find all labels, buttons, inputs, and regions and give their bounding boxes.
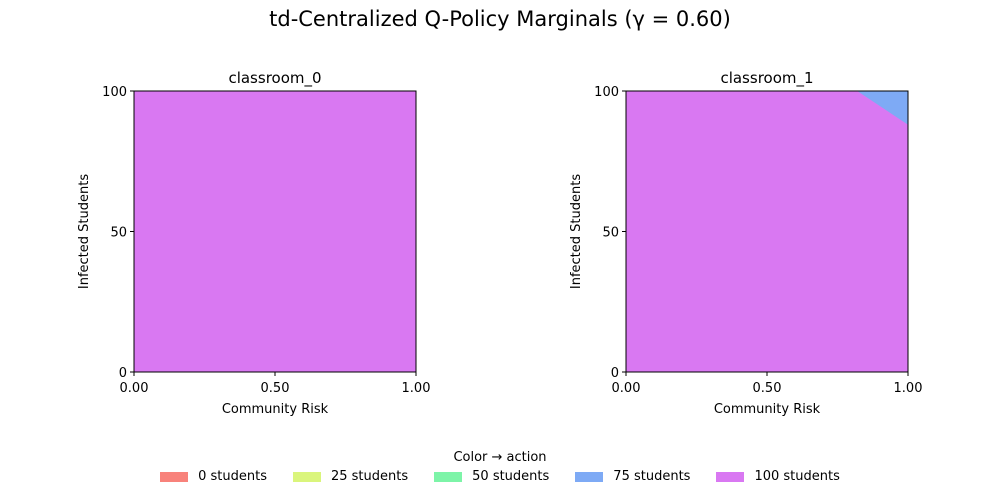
legend-label: 0 students (198, 469, 267, 484)
policy-region-1 (857, 91, 908, 125)
legend-item: 50 students (434, 469, 549, 484)
y-axis-label: Infected Students (77, 174, 92, 289)
legend-items: 0 students 25 students 50 students 75 stude… (0, 469, 1000, 484)
panel-1: classroom_1 0.00 0.50 1.00 0 50 100 Community R… (569, 69, 922, 417)
legend-label: 50 students (472, 469, 550, 484)
panel-0: classroom_0 0.00 0.50 1.00 0 50 100 Community R… (77, 69, 430, 417)
legend-item: 100 students (716, 469, 840, 484)
legend-label: 75 students (613, 469, 691, 484)
x-tick-label: 0.50 (753, 381, 782, 396)
legend-item: 25 students (292, 469, 409, 484)
x-tick-label: 1.00 (402, 381, 431, 396)
x-axis-label: Community Risk (714, 402, 821, 417)
legend: Color → action 0 students 25 students 50 s… (0, 450, 1000, 484)
y-tick-label: 0 (119, 366, 127, 381)
panel-title: classroom_1 (720, 69, 813, 88)
policy-region-0 (134, 91, 416, 372)
y-axis-label: Infected Students (569, 174, 584, 289)
legend-swatch (716, 471, 745, 482)
figure: td-Centralized Q-Policy Marginals (γ = 0… (77, 7, 922, 417)
panel-title: classroom_0 (228, 69, 321, 88)
y-tick-label: 50 (602, 226, 619, 241)
legend-swatch (575, 471, 604, 482)
x-tick-label: 1.00 (894, 381, 923, 396)
legend-label: 25 students (330, 469, 409, 484)
x-tick-label: 0.00 (120, 381, 149, 396)
y-tick-label: 100 (102, 85, 127, 100)
legend-swatch (292, 471, 321, 482)
x-tick-label: 0.50 (261, 381, 290, 396)
y-tick-label: 50 (110, 226, 127, 241)
legend-item: 75 students (575, 469, 690, 484)
figure-title: td-Centralized Q-Policy Marginals (γ = 0… (269, 7, 731, 31)
policy-region-0 (626, 91, 908, 372)
legend-label: 100 students (754, 469, 840, 484)
legend-swatch (160, 471, 189, 482)
legend-item: 0 students (160, 469, 267, 484)
y-tick-label: 100 (594, 85, 619, 100)
legend-title: Color → action (453, 450, 547, 465)
x-axis-label: Community Risk (222, 402, 329, 417)
x-tick-label: 0.00 (612, 381, 641, 396)
legend-swatch (434, 471, 463, 482)
y-tick-label: 0 (611, 366, 619, 381)
